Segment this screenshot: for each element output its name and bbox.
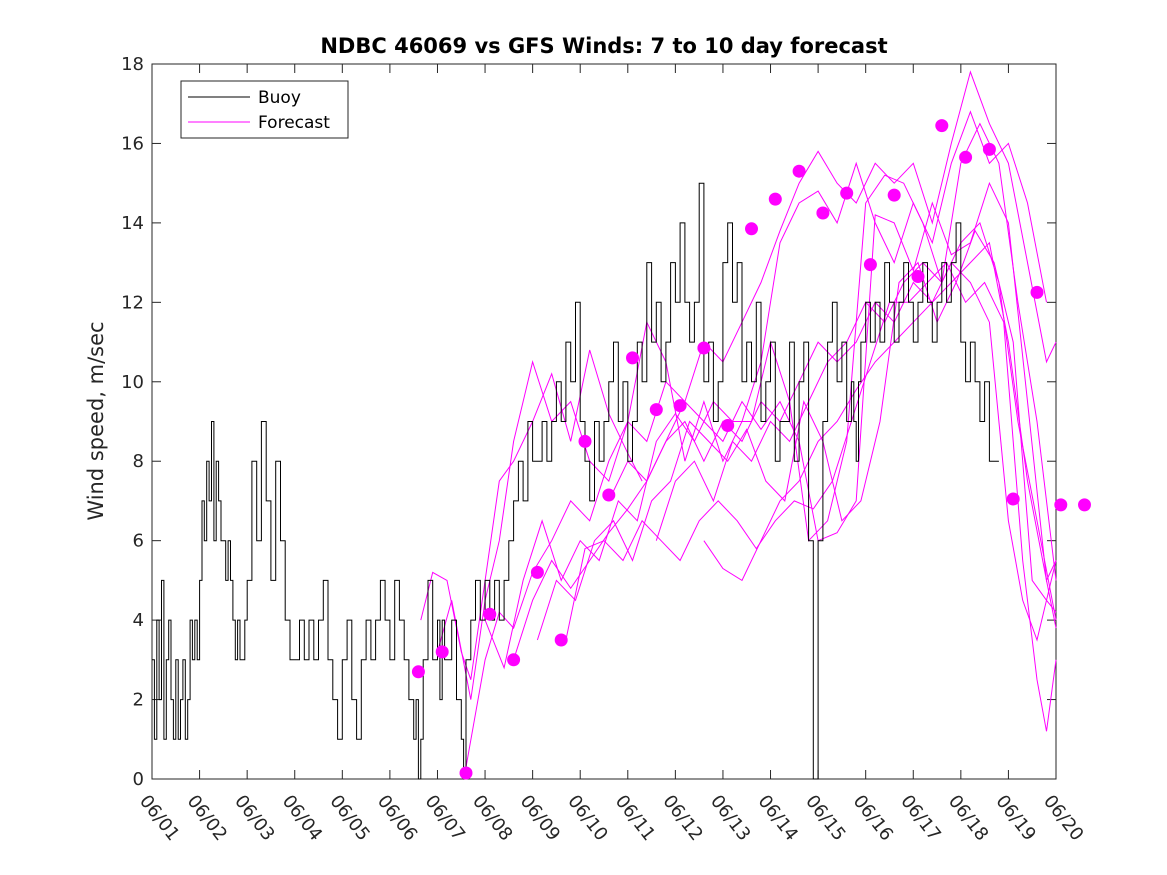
y-tick-label: 18 — [121, 54, 144, 75]
x-tick-label: 06/12 — [658, 791, 706, 845]
y-tick-label: 4 — [133, 610, 144, 631]
x-tick-label: 06/13 — [706, 791, 754, 845]
x-tick-label: 06/06 — [373, 791, 421, 845]
y-tick-label: 14 — [121, 213, 144, 234]
x-tick-label: 06/07 — [421, 791, 469, 845]
forecast-point — [768, 192, 782, 206]
y-tick-label: 2 — [133, 690, 144, 711]
x-tick-label: 06/05 — [325, 791, 373, 845]
forecast-point — [554, 633, 568, 647]
forecast-point — [959, 150, 973, 164]
forecast-point — [982, 142, 996, 156]
forecast-line — [420, 349, 643, 680]
x-tick-label: 06/17 — [896, 791, 944, 845]
y-axis-label: Wind speed, m/sec — [84, 321, 108, 520]
x-tick-label: 06/18 — [944, 791, 992, 845]
y-tick-label: 6 — [133, 531, 144, 552]
legend-box — [180, 80, 349, 139]
forecast-line — [655, 221, 1057, 621]
x-tick-label: 06/09 — [516, 791, 564, 845]
buoy-series — [152, 182, 999, 780]
x-tick-label: 06/15 — [801, 791, 849, 845]
x-tick-label: 06/19 — [991, 791, 1039, 845]
x-tick-label: 06/03 — [230, 791, 278, 845]
forecast-point — [483, 607, 497, 621]
forecast-line — [465, 70, 1057, 768]
forecast-point — [673, 399, 687, 413]
forecast-line — [703, 241, 1057, 629]
buoy-line — [152, 182, 999, 780]
x-tick-label: 06/14 — [754, 791, 802, 845]
forecast-point — [1078, 498, 1091, 512]
forecast-point — [745, 222, 758, 236]
forecast-point — [1006, 492, 1020, 506]
legend: Buoy Forecast — [180, 80, 349, 139]
y-tick-label: 0 — [133, 769, 144, 790]
forecast-point — [697, 341, 711, 355]
y-tick-label: 12 — [121, 292, 144, 313]
legend-buoy-label: Buoy — [258, 88, 301, 108]
legend-forecast-label: Forecast — [258, 113, 330, 133]
forecast-point — [435, 645, 449, 659]
forecast-point — [840, 186, 854, 200]
forecast-point — [649, 403, 663, 417]
forecast-point — [911, 270, 925, 283]
x-tick-label: 06/02 — [183, 791, 231, 845]
forecast-point — [602, 488, 616, 502]
forecast-point — [1030, 285, 1044, 299]
forecast-point — [459, 766, 473, 780]
x-tick-label: 06/01 — [135, 791, 183, 845]
x-tick-label: 06/16 — [849, 791, 897, 845]
x-tick-label: 06/11 — [611, 791, 659, 845]
forecast-point — [863, 258, 877, 272]
forecast-point — [530, 565, 544, 579]
forecast-point — [935, 119, 949, 133]
y-tick-label: 10 — [121, 372, 144, 393]
y-tick-labels: 0 2 4 6 8 10 12 14 16 18 — [121, 54, 144, 790]
forecast-point — [626, 351, 639, 365]
forecast-point — [578, 434, 592, 448]
chart-title: NDBC 46069 vs GFS Winds: 7 to 10 day for… — [320, 34, 887, 58]
x-tick-label: 06/08 — [468, 791, 516, 845]
forecast-point — [792, 164, 806, 178]
forecast-line — [536, 229, 1057, 641]
y-tick-label: 8 — [133, 451, 144, 472]
y-tick-label: 16 — [121, 133, 144, 154]
forecast-point — [1054, 498, 1068, 512]
forecast-point — [887, 188, 901, 202]
x-tick-label: 06/10 — [563, 791, 611, 845]
forecast-point — [816, 206, 830, 220]
forecast-point — [721, 419, 735, 432]
forecast-point — [411, 665, 425, 679]
axis-ticks — [151, 63, 1057, 780]
x-tick-label: 06/04 — [278, 791, 326, 845]
x-tick-labels: 06/01 06/02 06/03 06/04 06/05 06/06 06/07 06/08… — [135, 791, 1087, 845]
x-tick-label: 06/20 — [1039, 791, 1087, 845]
forecast-point — [507, 653, 521, 667]
forecast-markers — [411, 119, 1091, 780]
